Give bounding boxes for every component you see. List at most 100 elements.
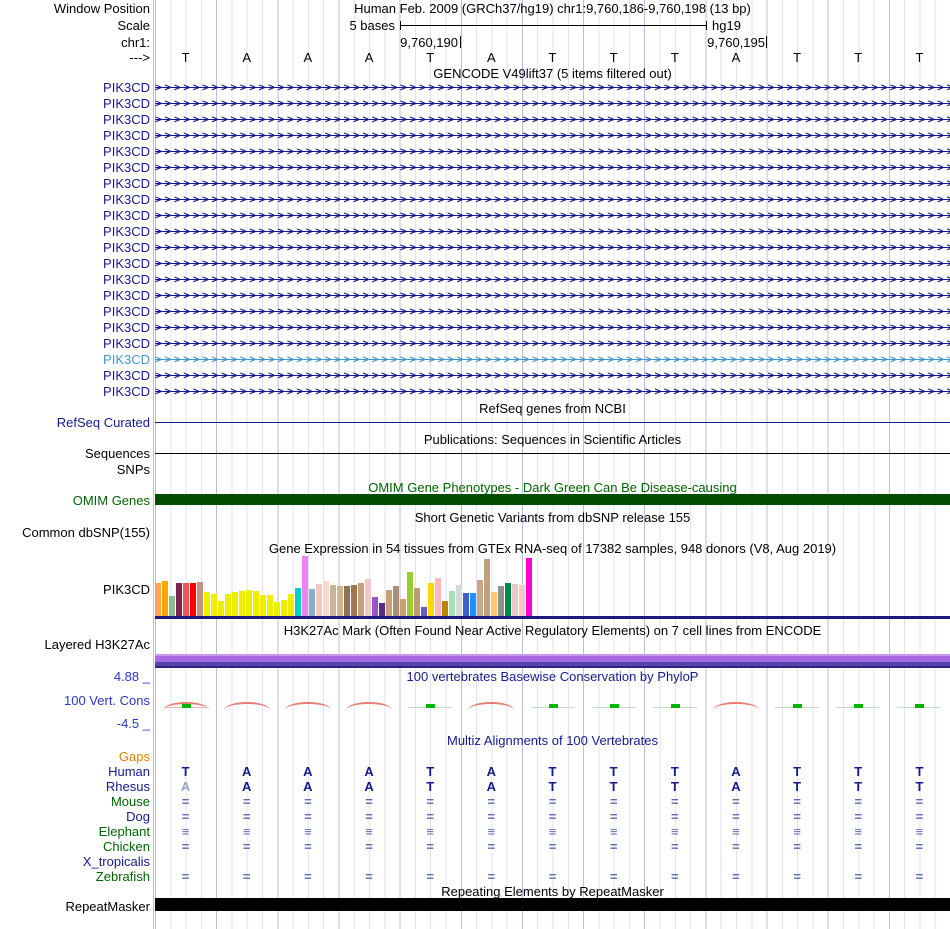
gtex-tissue-bar (512, 584, 518, 616)
gtex-tissue-bar (253, 591, 259, 616)
sequences-label[interactable]: Sequences (84, 446, 150, 461)
multiz-alignment-glyph: ≡ (426, 824, 434, 839)
phylop-negative-mark (548, 704, 558, 708)
gene-row[interactable]: >>>>>>>>>>>>>>>>>>>>>>>>>>>>>>>>>>>>>>>>… (155, 128, 950, 144)
multiz-track-title: Multiz Alignments of 100 Vertebrates (446, 733, 658, 748)
gtex-gene-label[interactable]: PIK3CD (103, 582, 150, 597)
phylop-positive-peak (712, 702, 759, 710)
multiz-species-chicken[interactable]: Chicken (103, 839, 150, 854)
gtex-tissue-bar (267, 595, 273, 616)
gene-row[interactable]: >>>>>>>>>>>>>>>>>>>>>>>>>>>>>>>>>>>>>>>>… (155, 272, 950, 288)
snps-label[interactable]: SNPs (116, 462, 150, 477)
gene-row[interactable]: >>>>>>>>>>>>>>>>>>>>>>>>>>>>>>>>>>>>>>>>… (155, 352, 950, 368)
gene-row[interactable]: >>>>>>>>>>>>>>>>>>>>>>>>>>>>>>>>>>>>>>>>… (155, 304, 950, 320)
gene-direction-arrows: >>>>>>>>>>>>>>>>>>>>>>>>>>>>>>>>>>>>>>>>… (155, 210, 950, 222)
gene-row-label[interactable]: PIK3CD (103, 272, 150, 287)
gene-row[interactable]: >>>>>>>>>>>>>>>>>>>>>>>>>>>>>>>>>>>>>>>>… (155, 384, 950, 400)
multiz-alignment-glyph: = (671, 809, 679, 824)
conservation-max-label: 4.88 _ (113, 669, 150, 684)
gene-intron-line (155, 359, 950, 360)
refseq-curated-item[interactable] (155, 422, 950, 423)
gene-row[interactable]: >>>>>>>>>>>>>>>>>>>>>>>>>>>>>>>>>>>>>>>>… (155, 256, 950, 272)
h3k27ac-label[interactable]: Layered H3K27Ac (44, 637, 150, 652)
gene-row-label[interactable]: PIK3CD (103, 384, 150, 399)
gene-direction-arrows: >>>>>>>>>>>>>>>>>>>>>>>>>>>>>>>>>>>>>>>>… (155, 82, 950, 94)
omim-gene-bar[interactable] (155, 494, 950, 505)
gene-intron-line (155, 199, 950, 200)
gene-row[interactable]: >>>>>>>>>>>>>>>>>>>>>>>>>>>>>>>>>>>>>>>>… (155, 192, 950, 208)
gene-row[interactable]: >>>>>>>>>>>>>>>>>>>>>>>>>>>>>>>>>>>>>>>>… (155, 368, 950, 384)
multiz-alignment-glyph: = (487, 794, 496, 809)
gtex-tissue-bar (162, 581, 168, 616)
scale-bases-label: 5 bases (349, 18, 395, 33)
gtex-tissue-bar (351, 585, 357, 616)
multiz-base: T (915, 764, 924, 779)
gene-row[interactable]: >>>>>>>>>>>>>>>>>>>>>>>>>>>>>>>>>>>>>>>>… (155, 176, 950, 192)
gene-row-label[interactable]: PIK3CD (103, 224, 150, 239)
gene-direction-arrows: >>>>>>>>>>>>>>>>>>>>>>>>>>>>>>>>>>>>>>>>… (155, 98, 950, 110)
multiz-species-elephant[interactable]: Elephant (98, 824, 150, 839)
conservation-label[interactable]: 100 Vert. Cons (64, 693, 150, 708)
gtex-tissue-bar (435, 578, 441, 616)
gene-row-label[interactable]: PIK3CD (103, 240, 150, 255)
gene-row-label[interactable]: PIK3CD (103, 112, 150, 127)
h3k27ac-layered-signal[interactable] (155, 654, 950, 668)
gene-row-label[interactable]: PIK3CD (103, 288, 150, 303)
omim-genes-label[interactable]: OMIM Genes (72, 493, 150, 508)
gene-row-label[interactable]: PIK3CD (103, 176, 150, 191)
gene-row-label[interactable]: PIK3CD (103, 160, 150, 175)
gene-row[interactable]: >>>>>>>>>>>>>>>>>>>>>>>>>>>>>>>>>>>>>>>>… (155, 240, 950, 256)
gene-row[interactable]: >>>>>>>>>>>>>>>>>>>>>>>>>>>>>>>>>>>>>>>>… (155, 96, 950, 112)
gene-intron-line (155, 231, 950, 232)
repeatmasker-bar[interactable] (155, 898, 950, 911)
gene-row[interactable]: >>>>>>>>>>>>>>>>>>>>>>>>>>>>>>>>>>>>>>>>… (155, 320, 950, 336)
sequences-item[interactable] (155, 453, 950, 454)
gene-row[interactable]: >>>>>>>>>>>>>>>>>>>>>>>>>>>>>>>>>>>>>>>>… (155, 80, 950, 96)
gene-row[interactable]: >>>>>>>>>>>>>>>>>>>>>>>>>>>>>>>>>>>>>>>>… (155, 112, 950, 128)
multiz-species-rhesus[interactable]: Rhesus (105, 779, 150, 794)
phylop-positive-peak (346, 702, 393, 710)
gene-direction-arrows: >>>>>>>>>>>>>>>>>>>>>>>>>>>>>>>>>>>>>>>>… (155, 114, 950, 126)
gene-row-label[interactable]: PIK3CD (103, 208, 150, 223)
multiz-species-zebrafish[interactable]: Zebrafish (95, 869, 150, 884)
multiz-alignment-glyph: = (548, 794, 557, 809)
gene-row-label[interactable]: PIK3CD (103, 144, 150, 159)
gene-row[interactable]: >>>>>>>>>>>>>>>>>>>>>>>>>>>>>>>>>>>>>>>>… (155, 160, 950, 176)
multiz-alignment-glyph: = (181, 794, 190, 809)
gene-row-label[interactable]: PIK3CD (103, 96, 150, 111)
gene-row-label[interactable]: PIK3CD (103, 80, 150, 95)
gtex-tissue-bar (400, 599, 406, 616)
gene-row-label[interactable]: PIK3CD (103, 128, 150, 143)
multiz-base: A (731, 764, 741, 779)
multiz-base: T (426, 779, 435, 794)
multiz-base: A (242, 764, 252, 779)
gene-row-label[interactable]: PIK3CD (103, 304, 150, 319)
gene-row-label[interactable]: PIK3CD (103, 368, 150, 383)
multiz-species-gaps[interactable]: Gaps (118, 749, 150, 764)
multiz-alignment-glyph: = (304, 839, 312, 854)
refseq-curated-label[interactable]: RefSeq Curated (56, 415, 150, 430)
repeatmasker-label[interactable]: RepeatMasker (65, 899, 150, 914)
gene-row[interactable]: >>>>>>>>>>>>>>>>>>>>>>>>>>>>>>>>>>>>>>>>… (155, 288, 950, 304)
multiz-species-dog[interactable]: Dog (126, 809, 150, 824)
gene-row[interactable]: >>>>>>>>>>>>>>>>>>>>>>>>>>>>>>>>>>>>>>>>… (155, 208, 950, 224)
gene-row-label[interactable]: PIK3CD (103, 320, 150, 335)
gene-row[interactable]: >>>>>>>>>>>>>>>>>>>>>>>>>>>>>>>>>>>>>>>>… (155, 224, 950, 240)
multiz-alignment-glyph: ≡ (181, 824, 190, 839)
multiz-species-mouse[interactable]: Mouse (110, 794, 150, 809)
gene-row[interactable]: >>>>>>>>>>>>>>>>>>>>>>>>>>>>>>>>>>>>>>>>… (155, 336, 950, 352)
gtex-expression-barchart[interactable] (155, 548, 950, 616)
multiz-species-x_tropicalis[interactable]: X_tropicalis (82, 854, 150, 869)
multiz-alignment-glyph: = (304, 794, 312, 809)
gene-row-label[interactable]: PIK3CD (103, 256, 150, 271)
gtex-tissue-bar (372, 597, 378, 616)
reference-base: A (242, 50, 252, 65)
multiz-base: A (242, 779, 252, 794)
gene-row-label[interactable]: PIK3CD (103, 192, 150, 207)
gene-row[interactable]: >>>>>>>>>>>>>>>>>>>>>>>>>>>>>>>>>>>>>>>>… (155, 144, 950, 160)
gtex-tissue-bar (470, 593, 476, 616)
gene-row-label[interactable]: PIK3CD (103, 336, 150, 351)
gene-row-label[interactable]: PIK3CD (103, 352, 150, 367)
multiz-species-human[interactable]: Human (108, 764, 150, 779)
dbsnp-label[interactable]: Common dbSNP(155) (22, 525, 150, 540)
